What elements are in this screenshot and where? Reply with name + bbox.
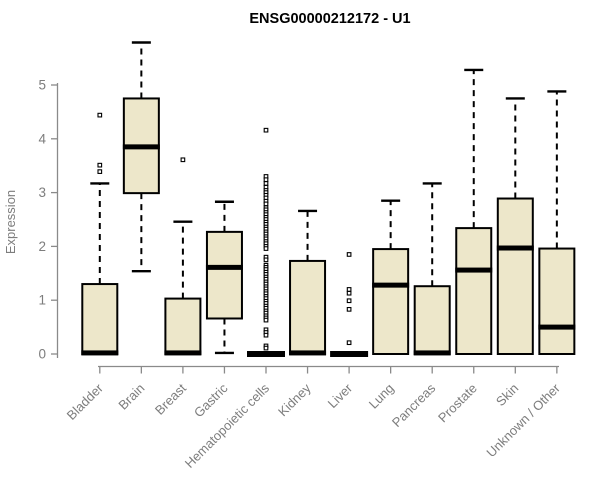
y-tick-label: 2 (38, 239, 46, 254)
outlier-point (263, 201, 269, 207)
iqr-box (496, 197, 534, 355)
x-tick-label: Lung (366, 381, 397, 412)
x-tick-label: Kidney (275, 380, 314, 419)
median-line (372, 282, 410, 288)
x-tick-label: Bladder (64, 380, 107, 423)
x-tick-label: Pancreas (389, 380, 439, 430)
outlier-point (346, 298, 352, 304)
outlier-point (346, 306, 352, 312)
outlier-point (263, 317, 269, 323)
outlier-point (263, 127, 269, 133)
outlier-point (263, 332, 269, 338)
box-bladder (81, 112, 119, 356)
box-hematopoietic-cells (247, 127, 285, 357)
x-tick-label: Unknown / Other (483, 380, 563, 460)
box-breast (164, 157, 202, 356)
median-line (289, 350, 327, 356)
collapsed-box (247, 351, 285, 357)
median-line (122, 144, 160, 150)
x-tick-label: Skin (493, 381, 521, 409)
outlier-point (97, 112, 103, 118)
box-prostate (455, 68, 493, 355)
collapsed-box (330, 351, 369, 357)
outlier-point (97, 169, 103, 174)
outlier-point (263, 246, 269, 251)
iqr-box (413, 285, 451, 356)
y-axis-title: Expression (3, 190, 18, 254)
iqr-box (289, 259, 327, 355)
box-series (81, 41, 576, 357)
outlier-point (97, 162, 103, 168)
outlier-point (263, 345, 269, 351)
outlier-point (346, 340, 352, 346)
outlier-point (263, 177, 269, 183)
outlier-point (346, 287, 352, 292)
outlier-point (346, 252, 352, 257)
x-tick-label: Breast (152, 380, 189, 417)
x-tick-label: Brain (115, 381, 147, 413)
box-unknown-other (538, 90, 576, 355)
median-line (538, 324, 576, 330)
iqr-box (372, 248, 410, 355)
iqr-box (205, 230, 243, 320)
y-tick-label: 5 (38, 78, 46, 93)
box-lung (372, 199, 410, 355)
box-pancreas (413, 182, 451, 356)
x-tick-label: Liver (325, 380, 356, 411)
median-line (81, 350, 119, 356)
median-line (205, 264, 243, 270)
outlier-point (180, 157, 186, 163)
median-line (164, 350, 202, 356)
median-line (455, 267, 493, 273)
outlier-point (263, 181, 269, 186)
outlier-point (346, 290, 352, 296)
x-tick-label: Gastric (191, 380, 231, 420)
box-kidney (289, 209, 327, 356)
box-skin (496, 97, 534, 355)
median-line (413, 350, 451, 356)
iqr-box (164, 297, 202, 355)
box-brain (122, 41, 160, 273)
chart-title: ENSG00000212172 - U1 (249, 11, 410, 27)
y-tick-label: 1 (38, 293, 46, 308)
y-tick-label: 4 (38, 131, 46, 146)
y-tick-label: 0 (38, 347, 46, 362)
box-gastric (205, 200, 243, 355)
box-liver (330, 252, 369, 357)
iqr-box (538, 247, 576, 355)
outlier-point (263, 257, 269, 263)
y-tick-label: 3 (38, 185, 46, 200)
median-line (496, 245, 534, 251)
iqr-box (455, 227, 493, 355)
iqr-box (81, 283, 119, 355)
x-tick-label: Prostate (435, 381, 480, 426)
